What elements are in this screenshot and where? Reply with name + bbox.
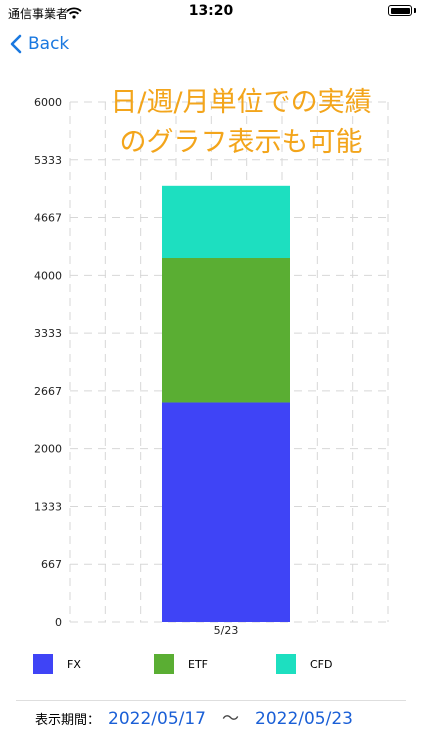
legend-swatch-cfd — [276, 654, 296, 674]
y-tick-label-5: 3333 — [34, 327, 62, 340]
headline-line-2: のグラフ表示も可能 — [119, 127, 363, 158]
legend-label-fx: FX — [67, 657, 81, 671]
legend-item-etf: ETF — [154, 654, 208, 674]
status-time: 13:20 — [188, 3, 234, 19]
back-label: Back — [28, 34, 70, 54]
legend-swatch-etf — [154, 654, 174, 674]
x-tick-label-0: 5/23 — [214, 624, 239, 637]
chevron-left-icon — [10, 34, 22, 54]
legend-label-etf: ETF — [188, 657, 208, 671]
legend-label-cfd: CFD — [310, 657, 333, 671]
footer-divider — [16, 700, 406, 701]
legend-swatch-fx — [33, 654, 53, 674]
y-tick-label-2: 1333 — [34, 500, 62, 513]
bar-segment-fx-0 — [162, 402, 290, 622]
period-end-date[interactable]: 2022/05/23 — [255, 709, 353, 729]
y-tick-label-3: 2000 — [34, 443, 62, 456]
headline-line-1: 日/週/月単位での実績 — [110, 87, 372, 118]
period-label: 表示期間： — [35, 713, 101, 728]
battery-cap — [414, 8, 416, 13]
bar-segment-cfd-0 — [162, 185, 290, 258]
bar-segment-etf-0 — [162, 258, 290, 403]
y-tick-label-9: 6000 — [34, 96, 62, 109]
carrier-label: 通信事業者 — [8, 7, 69, 21]
y-tick-label-8: 5333 — [34, 154, 62, 167]
display-period: 表示期間： 2022/05/17 〜 2022/05/23 — [35, 704, 353, 730]
chart-labels: 0 667 1333 2000 2667 3333 4000 4667 5333 6000 5/23 — [34, 96, 238, 637]
y-tick-label-6: 4000 — [34, 269, 62, 282]
stacked-bar-chart: 0 667 1333 2000 2667 3333 4000 4667 5333 6000 5/23 — [34, 96, 389, 637]
battery-icon — [388, 5, 412, 16]
wifi-icon — [66, 4, 82, 23]
chart-bars — [162, 185, 290, 622]
period-start-date[interactable]: 2022/05/17 — [108, 709, 206, 729]
legend-item-cfd: CFD — [276, 654, 332, 674]
period-separator: 〜 — [222, 709, 239, 729]
y-tick-label-4: 2667 — [34, 385, 62, 398]
y-tick-label-7: 4667 — [34, 212, 62, 225]
y-tick-label-0: 0 — [55, 616, 62, 629]
legend-item-fx: FX — [33, 654, 81, 674]
back-button[interactable]: Back — [10, 32, 69, 56]
y-tick-label-1: 667 — [41, 558, 62, 571]
status-bar: 通信事業者 13:20 — [0, 0, 422, 24]
